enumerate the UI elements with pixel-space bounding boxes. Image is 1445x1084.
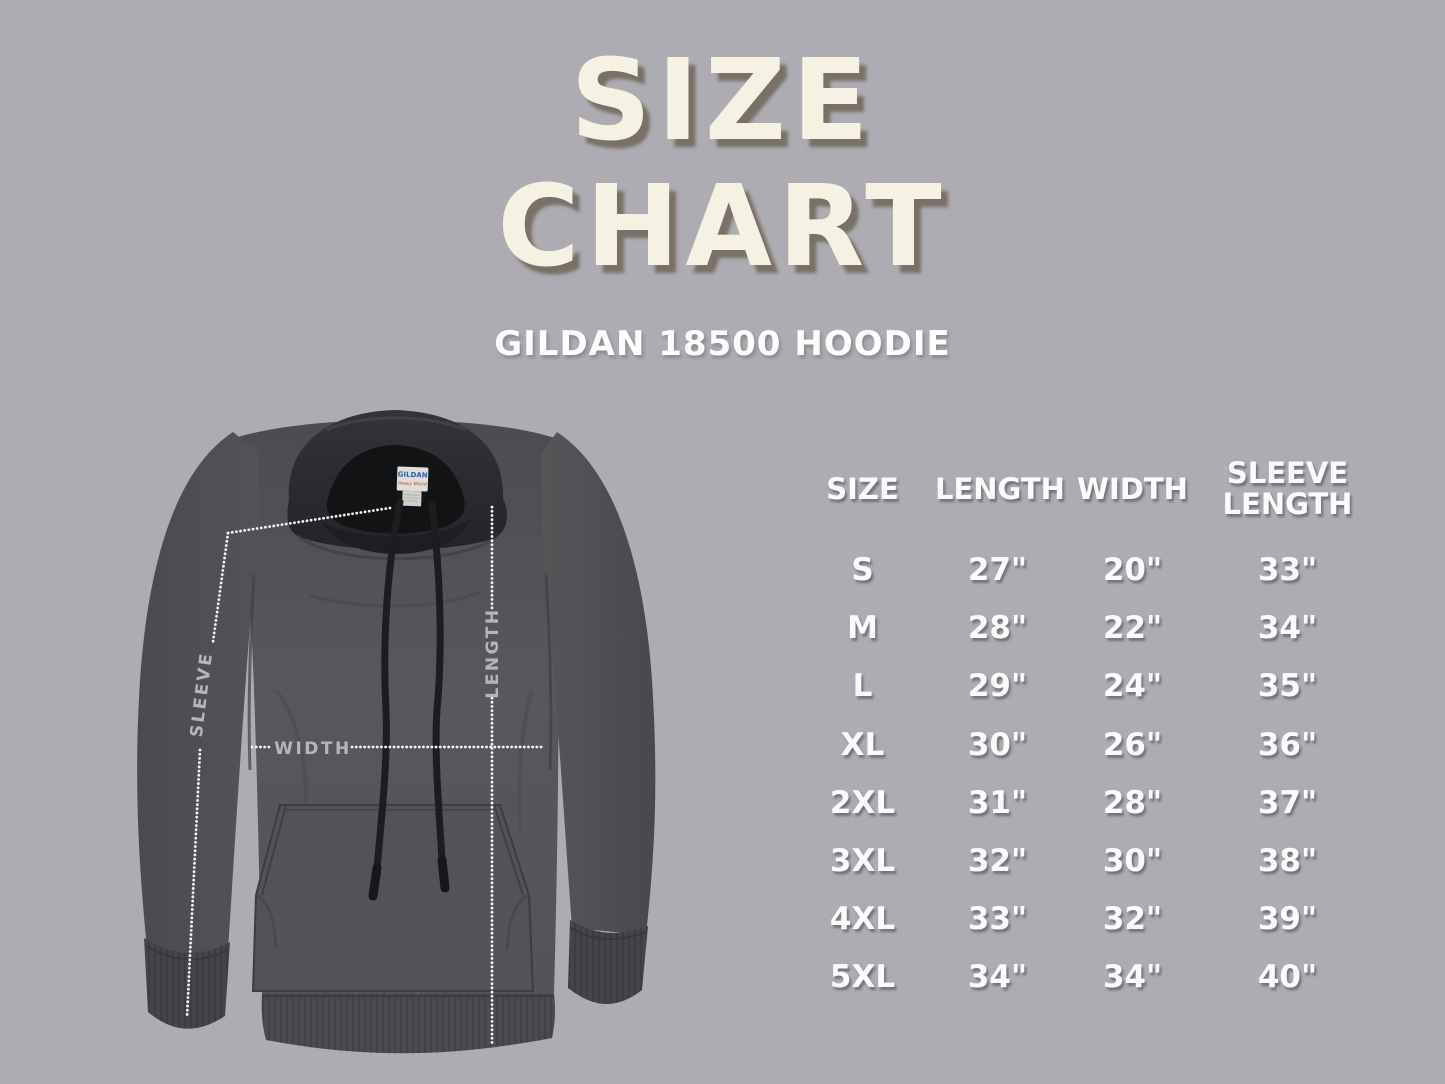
sleeve-cell: 35" (1257, 668, 1318, 705)
hoodie-neck-tag: GILDAN Heavy Blend (396, 466, 429, 507)
length-cell: 31" (967, 784, 1028, 821)
length-cell: 32" (967, 843, 1028, 880)
size-cell: M (847, 610, 878, 647)
size-cell: 5XL (829, 959, 896, 996)
title-line-2: CHART (497, 162, 948, 292)
product-subtitle: GILDAN 18500 HOODIE (494, 324, 951, 364)
width-cell: 32" (1102, 901, 1163, 938)
sleeve-cell: 34" (1257, 610, 1318, 647)
length-cell: 27" (967, 552, 1028, 589)
width-cell: 30" (1102, 843, 1163, 880)
sleeve-cell: 33" (1257, 552, 1318, 589)
col-header-width: WIDTH (1077, 471, 1188, 506)
page-title: SIZE CHART (0, 38, 1445, 290)
size-cell: 3XL (829, 843, 896, 880)
width-cell: 26" (1102, 726, 1163, 763)
width-cell: 24" (1102, 668, 1163, 705)
size-table: SIZE LENGTH WIDTH SLEEVE LENGTH S 27" 20… (790, 448, 1370, 1007)
sleeve-cell: 37" (1257, 784, 1318, 821)
col-header-length: LENGTH (935, 471, 1065, 506)
size-cell: 2XL (829, 784, 896, 821)
tag-line-text: Heavy Blend (398, 481, 427, 488)
col-header-size: SIZE (826, 471, 899, 506)
length-cell: 28" (967, 610, 1028, 647)
hoodie-hem (261, 994, 556, 1054)
size-table-body: S 27" 20" 33" M 28" 22" 34" L 29" 24" 35… (790, 541, 1370, 1007)
tag-brand-text: GILDAN (398, 471, 428, 480)
width-cell: 28" (1102, 784, 1163, 821)
sleeve-line-lower-segment (185, 748, 202, 1019)
sleeve-cell: 36" (1257, 726, 1318, 763)
sleeve-cell: 38" (1257, 843, 1318, 880)
sleeve-cell: 40" (1257, 959, 1318, 996)
length-cell: 33" (967, 901, 1028, 938)
width-measure-label: WIDTH (274, 739, 352, 759)
width-cell: 34" (1102, 959, 1163, 996)
hoodie-sleeve-left (137, 432, 259, 1029)
size-cell: 4XL (829, 901, 896, 938)
width-cell: 22" (1102, 610, 1163, 647)
length-cell: 34" (967, 959, 1028, 996)
sleeve-cell: 39" (1257, 901, 1318, 938)
size-cell: L (852, 668, 873, 705)
hoodie-svg: GILDAN Heavy Blend (137, 410, 656, 1054)
length-measure-label: LENGTH (483, 607, 503, 698)
length-cell: 29" (967, 668, 1028, 705)
size-cell: XL (840, 726, 885, 763)
hoodie-drawstrings (368, 498, 450, 901)
col-header-sleeve-length: SLEEVE LENGTH (1222, 456, 1353, 521)
title-line-1: SIZE (570, 36, 875, 166)
measurement-lines (185, 505, 547, 1048)
hoodie-illustration: GILDAN Heavy Blend (80, 390, 700, 1070)
sleeve-line-upper-segment (211, 531, 230, 644)
width-cell: 20" (1102, 552, 1163, 589)
size-cell: S (851, 552, 874, 589)
hoodie-sleeve-right (541, 432, 656, 1005)
length-cell: 30" (967, 726, 1028, 763)
size-table-header: SIZE LENGTH WIDTH SLEEVE LENGTH (790, 448, 1370, 530)
hoodie-pocket (251, 804, 535, 992)
